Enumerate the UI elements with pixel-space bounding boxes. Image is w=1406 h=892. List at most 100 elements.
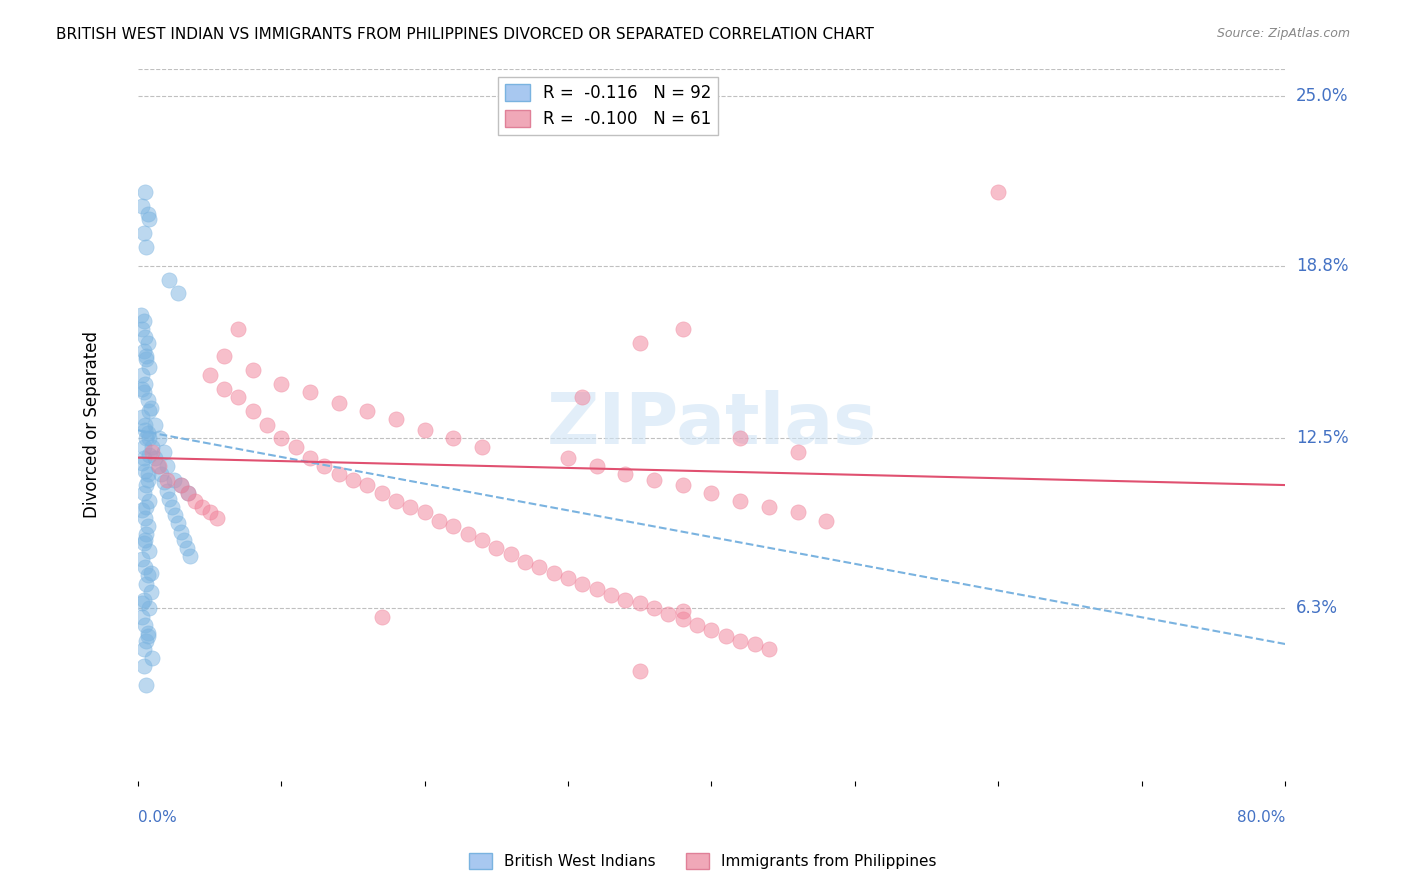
Point <box>457 527 479 541</box>
Point <box>167 516 190 531</box>
Point <box>152 445 174 459</box>
Point <box>700 486 723 500</box>
Point <box>132 659 155 673</box>
Point <box>134 185 156 199</box>
Point <box>135 527 157 541</box>
Point <box>132 226 155 240</box>
Point <box>179 549 201 564</box>
Point <box>136 629 159 643</box>
Point <box>198 505 221 519</box>
Text: 25.0%: 25.0% <box>1296 87 1348 105</box>
Point <box>758 500 780 514</box>
Point <box>728 494 751 508</box>
Point <box>163 473 186 487</box>
Point <box>700 624 723 638</box>
Point <box>146 458 169 473</box>
Point <box>177 486 200 500</box>
Point <box>370 609 392 624</box>
Point <box>471 440 494 454</box>
Point <box>256 417 278 432</box>
Text: 80.0%: 80.0% <box>1237 810 1285 824</box>
Point <box>226 390 249 404</box>
Legend: R =  -0.116   N = 92, R =  -0.100   N = 61: R = -0.116 N = 92, R = -0.100 N = 61 <box>498 77 718 135</box>
Point <box>131 609 153 624</box>
Point <box>786 505 808 519</box>
Point <box>758 642 780 657</box>
Point <box>298 384 321 399</box>
Point <box>370 486 392 500</box>
Point <box>135 432 157 446</box>
Point <box>138 212 160 227</box>
Text: Source: ZipAtlas.com: Source: ZipAtlas.com <box>1216 27 1350 40</box>
Point <box>139 585 162 599</box>
Point <box>136 467 159 481</box>
Point <box>138 404 160 418</box>
Point <box>614 467 637 481</box>
Point <box>600 588 623 602</box>
Point <box>356 404 378 418</box>
Point <box>385 412 408 426</box>
Point <box>134 423 156 437</box>
Point <box>165 508 187 523</box>
Point <box>672 322 695 336</box>
Point <box>135 478 157 492</box>
Point <box>138 601 160 615</box>
Point <box>399 500 422 514</box>
Point <box>132 450 155 465</box>
Text: ZIPatlas: ZIPatlas <box>547 391 876 459</box>
Point <box>132 343 155 358</box>
Point <box>242 363 264 377</box>
Point <box>155 458 177 473</box>
Point <box>628 665 651 679</box>
Point <box>614 593 637 607</box>
Point <box>155 473 177 487</box>
Point <box>628 335 651 350</box>
Point <box>212 382 235 396</box>
Point <box>413 423 436 437</box>
Point <box>148 458 170 473</box>
Point <box>513 555 536 569</box>
Point <box>686 617 709 632</box>
Point <box>643 473 665 487</box>
Point <box>585 458 607 473</box>
Point <box>284 440 307 454</box>
Point <box>191 500 214 514</box>
Point <box>148 432 170 446</box>
Point <box>155 483 177 498</box>
Point <box>131 409 153 424</box>
Point <box>132 486 155 500</box>
Point <box>129 308 152 322</box>
Text: BRITISH WEST INDIAN VS IMMIGRANTS FROM PHILIPPINES DIVORCED OR SEPARATED CORRELA: BRITISH WEST INDIAN VS IMMIGRANTS FROM P… <box>56 27 875 42</box>
Point <box>176 541 198 555</box>
Point <box>139 401 162 416</box>
Point <box>135 351 157 366</box>
Point <box>328 396 350 410</box>
Point <box>167 286 190 301</box>
Point <box>134 533 156 547</box>
Point <box>131 502 153 516</box>
Point <box>134 330 156 344</box>
Point <box>135 576 157 591</box>
Point <box>141 440 163 454</box>
Point <box>499 547 522 561</box>
Point <box>173 533 195 547</box>
Point <box>672 604 695 618</box>
Point <box>628 596 651 610</box>
Point <box>672 478 695 492</box>
Point <box>132 535 155 549</box>
Point <box>786 445 808 459</box>
Point <box>270 376 292 391</box>
Point <box>136 393 159 408</box>
Point <box>135 240 157 254</box>
Point <box>135 349 157 363</box>
Point <box>162 500 184 514</box>
Point <box>177 486 200 500</box>
Point <box>170 478 193 492</box>
Point <box>543 566 565 580</box>
Point <box>131 198 153 212</box>
Point <box>441 432 464 446</box>
Text: 0.0%: 0.0% <box>138 810 177 824</box>
Point <box>132 593 155 607</box>
Point <box>657 607 679 621</box>
Point <box>132 642 155 657</box>
